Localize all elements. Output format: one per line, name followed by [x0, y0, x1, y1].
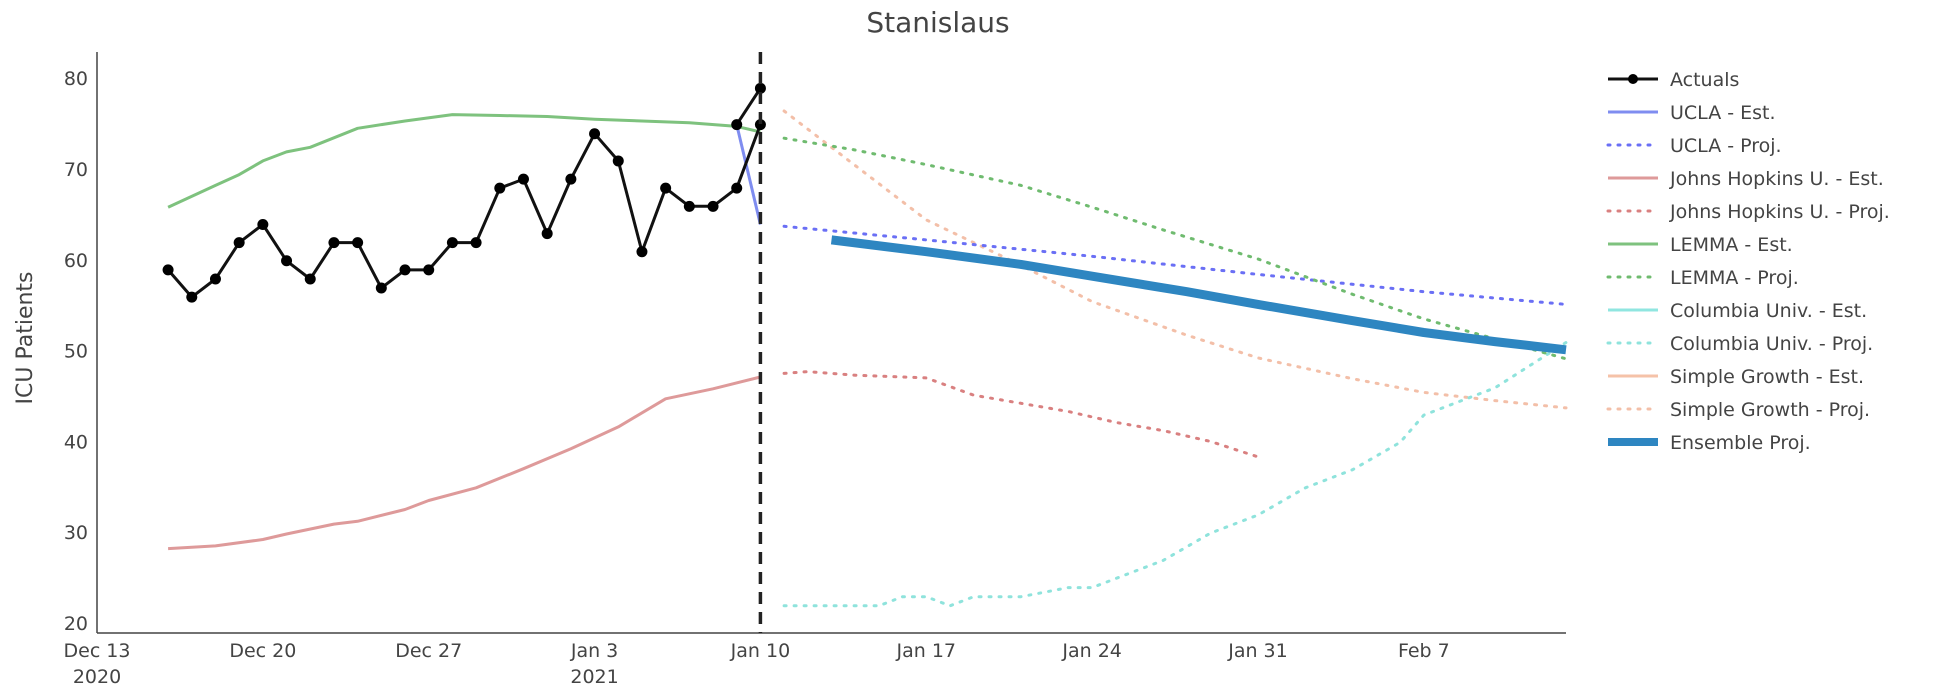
- actuals-point: [352, 237, 364, 249]
- series-line-ucla-proj: [782, 224, 1568, 306]
- actuals-point: [423, 264, 435, 276]
- actuals-point: [731, 119, 743, 131]
- x-tick-label: Jan 24: [1061, 640, 1122, 662]
- actuals-point: [399, 264, 411, 276]
- legend-label: Johns Hopkins U. - Proj.: [1669, 201, 1890, 223]
- actuals-point: [328, 237, 340, 249]
- legend-label: UCLA - Proj.: [1670, 135, 1782, 157]
- legend-label: Johns Hopkins U. - Est.: [1669, 168, 1884, 190]
- series-line-johns-hopkins-u-est: [168, 375, 761, 551]
- x-tick-label: Jan 31: [1227, 640, 1288, 662]
- actuals-point: [446, 237, 458, 249]
- actuals-point: [257, 218, 269, 230]
- actuals-point: [683, 200, 695, 212]
- legend-label: UCLA - Est.: [1670, 102, 1776, 124]
- y-tick-label: 30: [64, 522, 88, 544]
- series-line-ucla-est: [735, 124, 762, 225]
- actuals-point: [186, 291, 198, 303]
- legend-label: Simple Growth - Proj.: [1670, 399, 1870, 421]
- axes: 20 30 40 50 60 70 80 Dec 13 2020 Dec 20 Dec 27 Jan …: [64, 52, 1566, 686]
- series-line-lemma-proj: [782, 136, 1568, 361]
- y-tick-label: 40: [64, 431, 88, 453]
- actuals-point: [494, 182, 506, 194]
- chart-title: Stanislaus: [866, 6, 1009, 39]
- x-tick-label: Jan 17: [896, 640, 957, 662]
- series-line-actuals-jan-10: [735, 87, 762, 126]
- actuals-point: [707, 200, 719, 212]
- series-line-lemma-est: [167, 113, 761, 209]
- legend-label: Actuals: [1670, 69, 1739, 91]
- series-line-columbia-univ-proj: [782, 341, 1568, 608]
- actuals-point: [660, 182, 672, 194]
- legend-label: LEMMA - Est.: [1670, 234, 1793, 256]
- series-layer: [162, 52, 1568, 633]
- legend-label: Ensemble Proj.: [1670, 432, 1811, 454]
- actuals-point: [754, 119, 766, 131]
- actuals-point: [233, 237, 245, 249]
- y-tick-label: 20: [64, 613, 88, 635]
- actuals-point: [375, 282, 387, 294]
- y-tick-label: 70: [64, 159, 88, 181]
- y-tick-label: 60: [64, 250, 88, 272]
- x-tick-label: Jan 3: [570, 640, 618, 662]
- series-line-actuals: [166, 124, 762, 299]
- actuals-point: [304, 273, 316, 285]
- legend-label: Columbia Univ. - Proj.: [1670, 333, 1873, 355]
- legend-label: Simple Growth - Est.: [1670, 366, 1864, 388]
- y-axis-title: ICU Patients: [13, 271, 38, 404]
- series-line-simple-growth-proj: [782, 109, 1568, 410]
- actuals-point: [754, 82, 766, 94]
- x-tick-label: Feb 7: [1398, 640, 1450, 662]
- actuals-point: [209, 273, 221, 285]
- legend: Actuals UCLA - Est. UCLA - Proj. Johns Hopk…: [1606, 69, 1890, 454]
- actuals-point: [281, 255, 293, 267]
- series-line-ensemble-proj: [830, 235, 1567, 355]
- actuals-point: [565, 173, 577, 185]
- x-tick-label: Dec 20: [229, 640, 296, 662]
- actuals-point: [470, 237, 482, 249]
- y-tick-label: 50: [64, 341, 88, 363]
- x-tick-year-label: 2020: [73, 666, 121, 686]
- actuals-point: [517, 173, 529, 185]
- x-tick-label: Jan 10: [730, 640, 791, 662]
- legend-marker: [1628, 74, 1638, 84]
- actuals-point: [612, 155, 624, 167]
- legend-label: LEMMA - Proj.: [1670, 267, 1799, 289]
- actuals-point: [636, 246, 648, 258]
- legend-label: Columbia Univ. - Est.: [1670, 300, 1867, 322]
- actuals-point: [731, 182, 743, 194]
- actuals-point: [589, 128, 601, 140]
- actuals-point: [162, 264, 174, 276]
- x-tick-label: Dec 27: [395, 640, 462, 662]
- x-tick-label: Dec 13: [64, 640, 131, 662]
- x-tick-year-label: 2021: [570, 666, 618, 686]
- y-tick-label: 80: [64, 68, 88, 90]
- actuals-point: [541, 228, 553, 240]
- series-line-johns-hopkins-u-proj: [782, 370, 1260, 459]
